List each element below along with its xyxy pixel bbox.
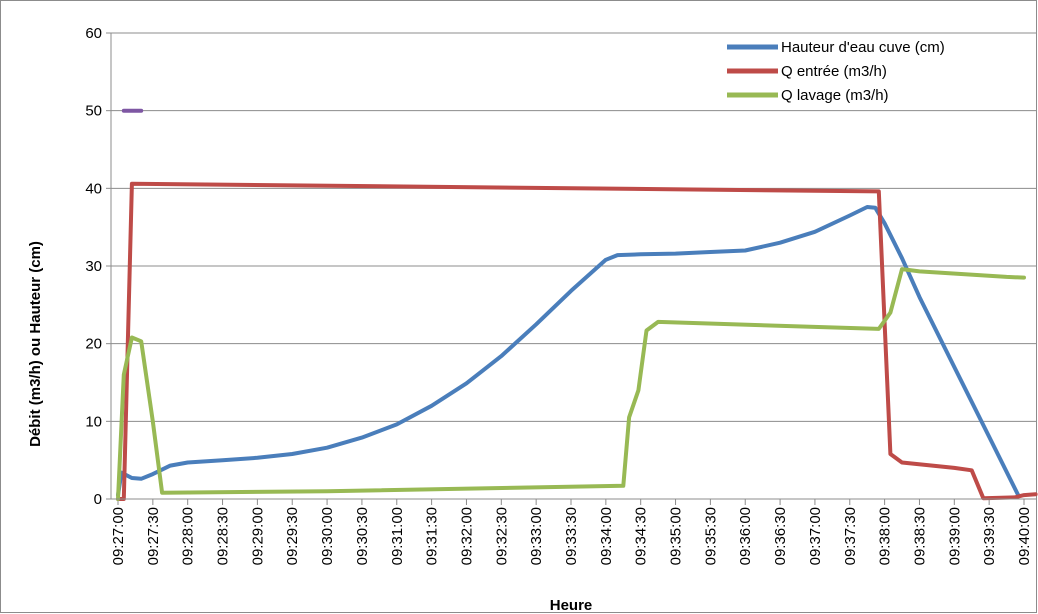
- y-tick-label-1: 10: [85, 413, 102, 430]
- x-tick-label-1: 09:27:30: [145, 507, 162, 565]
- gridlines: [111, 32, 1036, 422]
- x-tick-label-18: 09:36:00: [737, 507, 754, 565]
- x-tick-label-11: 09:32:30: [493, 507, 510, 565]
- y-tick-label-3: 30: [85, 258, 102, 275]
- x-tick-label-13: 09:33:30: [563, 507, 580, 565]
- x-tick-label-12: 09:33:00: [528, 507, 545, 565]
- series-line-1: [116, 181, 1038, 501]
- axes: [110, 33, 1036, 500]
- legend-label-2: Q lavage (m3/h): [781, 87, 889, 104]
- x-tick-label-9: 09:31:30: [424, 507, 441, 565]
- x-tick-label-6: 09:30:00: [319, 507, 336, 565]
- x-tick-label-0: 09:27:00: [110, 507, 127, 565]
- legend: Hauteur d'eau cuve (cm) Q entrée (m3/h) Q …: [727, 39, 945, 104]
- x-tick-label-21: 09:37:30: [842, 507, 859, 565]
- x-tick-label-5: 09:29:30: [284, 507, 301, 565]
- x-tick-label-17: 09:35:30: [702, 507, 719, 565]
- y-tick-label-4: 40: [85, 180, 102, 197]
- y-tick-label-0: 0: [94, 491, 102, 508]
- y-axis-ticks: 0 10 20 30 40 50 60: [85, 25, 111, 508]
- series-lines: [116, 108, 1038, 501]
- x-tick-label-23: 09:38:30: [911, 507, 928, 565]
- x-tick-label-26: 09:40:00: [1016, 507, 1033, 565]
- x-tick-label-20: 09:37:00: [807, 507, 824, 565]
- x-axis-ticks: 09:27:00 09:27:30 09:28:00 09:28:30 09:29:00…: [110, 499, 1033, 565]
- x-tick-label-14: 09:34:00: [598, 507, 615, 565]
- x-tick-label-24: 09:39:00: [946, 507, 963, 565]
- x-tick-label-4: 09:29:00: [249, 507, 266, 565]
- y-tick-label-2: 20: [85, 336, 102, 353]
- y-tick-label-6: 60: [85, 25, 102, 42]
- x-tick-label-25: 09:39:30: [981, 507, 998, 565]
- x-tick-label-10: 09:32:00: [458, 507, 475, 565]
- y-axis-title: Débit (m3/h) ou Hauteur (cm): [27, 241, 44, 447]
- x-tick-label-16: 09:35:00: [668, 507, 685, 565]
- x-tick-label-8: 09:31:00: [389, 507, 406, 565]
- x-tick-label-7: 09:30:30: [354, 507, 371, 565]
- legend-label-0: Hauteur d'eau cuve (cm): [781, 39, 945, 56]
- y-tick-label-5: 50: [85, 103, 102, 120]
- x-tick-label-2: 09:28:00: [180, 507, 197, 565]
- x-tick-label-3: 09:28:30: [215, 507, 232, 565]
- x-axis-title: Heure: [550, 597, 593, 614]
- series-line-2: [116, 267, 1026, 501]
- legend-label-1: Q entrée (m3/h): [781, 63, 887, 80]
- x-tick-label-15: 09:34:30: [633, 507, 650, 565]
- x-tick-label-22: 09:38:00: [877, 507, 894, 565]
- x-tick-label-19: 09:36:30: [772, 507, 789, 565]
